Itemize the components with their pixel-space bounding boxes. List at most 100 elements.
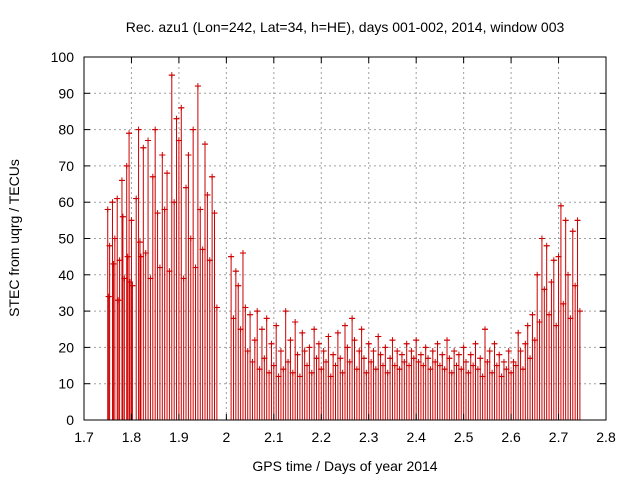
data-point	[439, 351, 446, 420]
data-point	[334, 329, 341, 420]
x-tick-label: 2.8	[596, 429, 616, 445]
data-point	[434, 340, 441, 420]
data-point	[524, 322, 531, 420]
data-point	[282, 308, 289, 420]
x-tick-label: 1.8	[122, 429, 142, 445]
data-point	[159, 152, 166, 420]
data-point	[576, 308, 583, 420]
data-point	[294, 351, 301, 420]
x-tick-label: 2.4	[406, 429, 426, 445]
data-point	[211, 210, 218, 420]
data-point	[263, 315, 270, 420]
data-point	[422, 344, 429, 420]
y-tick-label: 70	[58, 158, 74, 174]
data-point	[496, 351, 503, 420]
x-tick-label: 2.1	[264, 429, 284, 445]
data-point	[413, 337, 420, 420]
data-point	[451, 348, 458, 420]
data-point	[529, 311, 536, 420]
data-point	[320, 348, 327, 420]
x-tick-label: 1.7	[74, 429, 94, 445]
data-point	[197, 206, 204, 420]
data-point	[325, 333, 332, 420]
data-point	[557, 202, 564, 420]
y-tick-label: 30	[58, 303, 74, 319]
data-point	[315, 340, 322, 420]
data-point	[491, 340, 498, 420]
data-point	[370, 348, 377, 420]
y-tick-label: 20	[58, 339, 74, 355]
data-point	[121, 275, 128, 420]
data-point	[534, 271, 541, 420]
data-point	[569, 228, 576, 420]
x-tick-label: 1.9	[169, 429, 189, 445]
y-tick-label: 10	[58, 376, 74, 392]
data-point	[164, 170, 171, 420]
data-point	[515, 329, 522, 420]
x-tick-label: 2.6	[501, 429, 521, 445]
data-point	[403, 340, 410, 420]
data-points	[104, 72, 583, 420]
data-point	[517, 348, 524, 420]
data-point	[446, 355, 453, 420]
data-point	[389, 337, 396, 420]
axis-ticks: 1.7 1.8 1.9 2 2.1 2.2 2.3 2.4 2.5 2.6 2.7 2.8 0 10 20 3…	[51, 49, 616, 445]
data-point	[429, 348, 436, 420]
data-point	[510, 358, 517, 420]
data-point	[486, 348, 493, 420]
data-point	[268, 340, 275, 420]
data-point	[209, 173, 216, 420]
y-tick-label: 80	[58, 122, 74, 138]
data-point	[180, 275, 187, 420]
data-point	[311, 326, 318, 420]
data-point	[550, 257, 557, 420]
data-point	[342, 322, 348, 420]
data-point	[460, 344, 467, 420]
data-point	[562, 217, 569, 420]
data-point	[463, 358, 470, 420]
data-point	[273, 322, 280, 420]
data-point	[351, 337, 358, 420]
data-point	[481, 326, 488, 420]
data-point	[235, 282, 242, 420]
chart-title: Rec. azu1 (Lon=242, Lat=34, h=HE), days …	[126, 19, 565, 35]
data-point	[129, 282, 136, 420]
data-point	[104, 206, 111, 420]
data-point	[127, 279, 134, 420]
data-point	[178, 104, 185, 420]
data-point	[394, 348, 401, 420]
data-point	[140, 144, 147, 420]
data-point	[106, 242, 113, 420]
data-point	[242, 304, 249, 420]
data-point	[190, 126, 197, 420]
x-tick-label: 2	[222, 429, 230, 445]
data-point	[306, 344, 313, 420]
data-point	[455, 351, 462, 420]
data-point	[538, 235, 545, 420]
data-point	[135, 126, 142, 420]
data-point	[337, 355, 344, 420]
x-tick-label: 2.2	[312, 429, 332, 445]
data-point	[185, 152, 192, 420]
y-tick-label: 60	[58, 194, 74, 210]
data-point	[301, 348, 308, 420]
data-point	[574, 217, 581, 420]
data-point	[477, 355, 484, 420]
data-point	[173, 115, 180, 420]
data-point	[154, 210, 161, 420]
data-point	[349, 315, 356, 420]
data-point	[145, 137, 152, 420]
data-point	[126, 130, 133, 420]
data-point	[118, 177, 125, 420]
x-tick-label: 2.7	[549, 429, 569, 445]
data-point	[344, 344, 351, 420]
data-point	[299, 329, 306, 420]
data-point	[292, 318, 299, 420]
y-axis-label: STEC from uqrg / TECUs	[6, 159, 22, 317]
data-point	[124, 253, 131, 420]
x-tick-label: 2.3	[359, 429, 379, 445]
data-point	[115, 297, 122, 420]
data-point	[398, 351, 405, 420]
data-point	[444, 337, 451, 420]
